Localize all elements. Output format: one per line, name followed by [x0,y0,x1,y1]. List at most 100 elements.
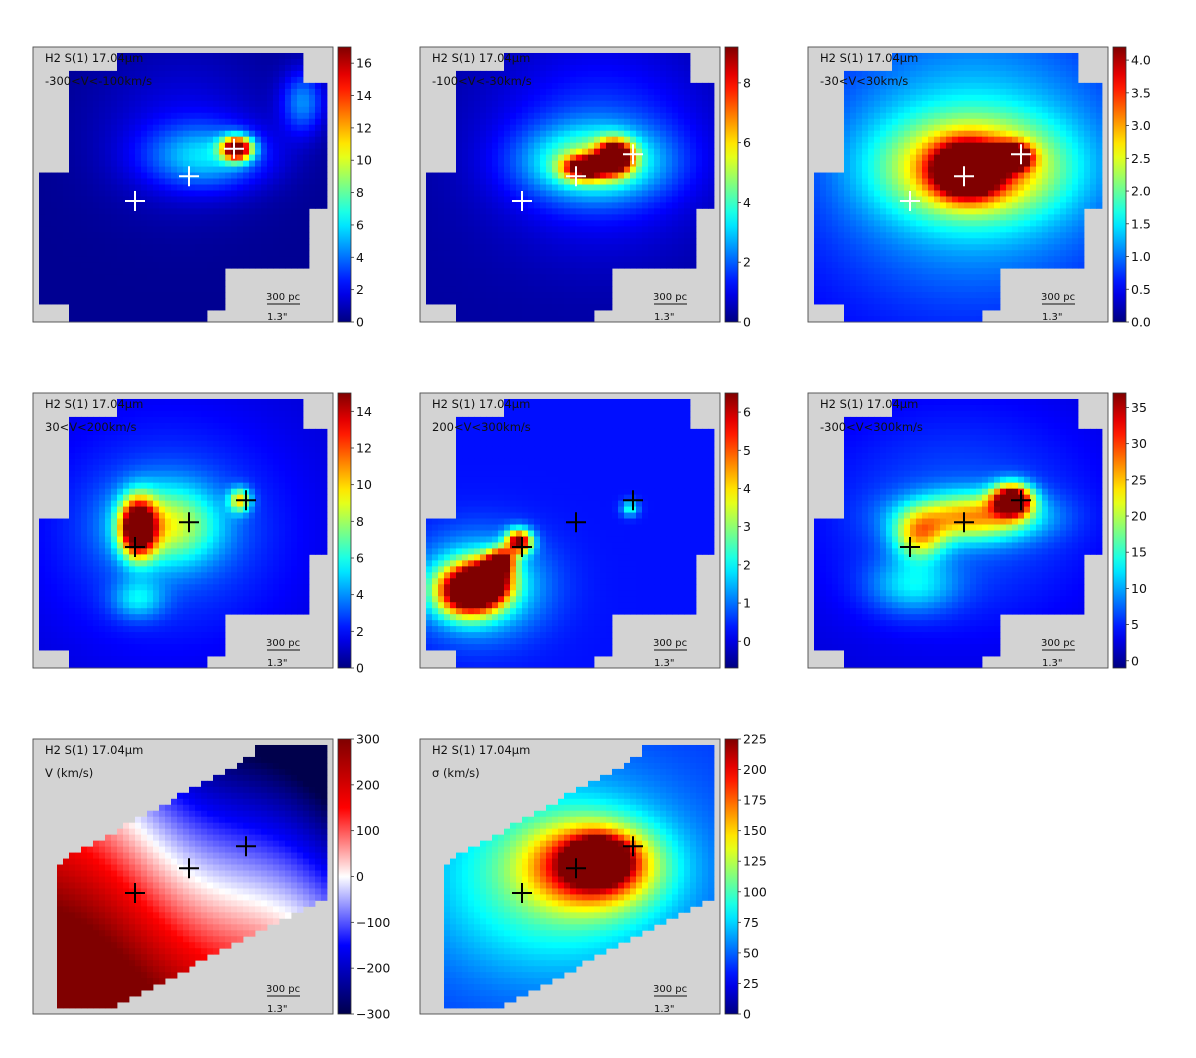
map-pixel [856,106,863,114]
map-pixel [123,124,130,132]
map-pixel [456,148,463,156]
map-pixel [666,124,673,132]
map-pixel [600,178,607,185]
map-pixel [291,172,298,179]
map-pixel [213,238,220,245]
map-pixel [874,82,881,90]
map-pixel [273,262,280,269]
map-pixel [546,184,553,191]
map-pixel [153,52,160,60]
map-pixel [684,118,691,126]
map-pixel [952,58,959,66]
map-pixel [285,136,292,144]
map-pixel [546,244,553,251]
map-pixel [588,286,595,293]
map-pixel [994,106,1001,114]
map-pixel [516,172,523,179]
map-pixel [1036,172,1043,179]
map-pixel [672,148,679,156]
map-pixel [39,292,46,299]
map-pixel [898,232,905,239]
map-pixel [666,142,673,150]
map-pixel [534,178,541,185]
map-pixel [504,94,511,102]
map-pixel [117,280,124,287]
map-pixel [534,196,541,203]
map-pixel [432,190,439,197]
map-pixel [474,118,481,126]
map-pixel [564,280,571,287]
map-pixel [820,238,827,245]
map-pixel [462,172,469,179]
map-pixel [111,76,118,84]
map-pixel [219,202,226,209]
map-pixel [135,280,142,287]
map-pixel [237,112,244,120]
map-pixel [534,58,541,66]
map-pixel [1000,88,1007,96]
map-pixel [117,58,124,66]
map-pixel [826,226,833,233]
map-pixel [856,160,863,167]
map-pixel [213,88,220,96]
map-pixel [826,202,833,209]
map-pixel [81,82,88,90]
map-pixel [69,148,76,156]
map-pixel [552,262,559,269]
map-pixel [982,154,989,161]
map-pixel [916,214,923,221]
map-pixel [207,190,214,197]
map-pixel [588,244,595,251]
map-pixel [291,184,298,191]
map-pixel [898,82,905,90]
map-pixel [504,178,511,185]
map-pixel [516,76,523,84]
map-pixel [504,118,511,126]
map-pixel [117,160,124,167]
map-pixel [123,178,130,185]
map-pixel [874,94,881,102]
map-pixel [922,190,929,197]
map-pixel [588,238,595,245]
map-pixel [462,190,469,197]
map-pixel [1078,118,1085,126]
map-pixel [444,280,451,287]
map-pixel [886,118,893,126]
map-pixel [486,178,493,185]
map-pixel [528,142,535,150]
map-pixel [201,310,208,317]
map-pixel [684,172,691,179]
map-pixel [516,124,523,132]
map-pixel [456,244,463,251]
map-pixel [970,112,977,120]
scale-bar: 300 pc1.3" [653,292,687,323]
map-pixel [183,148,190,156]
map-pixel [898,160,905,167]
map-pixel [1072,70,1079,78]
map-pixel [904,124,911,132]
map-pixel [880,70,887,78]
map-pixel [654,94,661,102]
map-pixel [267,124,274,132]
map-pixel [964,106,971,114]
map-pixel [522,100,529,108]
map-pixel [898,154,905,161]
map-pixel [958,136,965,144]
map-pixel [516,226,523,233]
map-pixel [600,52,607,60]
map-pixel [438,214,445,221]
map-pixel [117,124,124,132]
map-pixel [213,94,220,102]
map-pixel [279,184,286,191]
map-pixel [1078,202,1085,209]
map-pixel [99,112,106,120]
map-pixel [904,160,911,167]
map-pixel [1054,106,1061,114]
map-pixel [510,160,517,167]
map-pixel [456,76,463,84]
map-pixel [321,88,328,96]
map-pixel [606,172,613,179]
map-pixel [898,136,905,144]
map-pixel [201,196,208,203]
map-pixel [636,142,643,150]
